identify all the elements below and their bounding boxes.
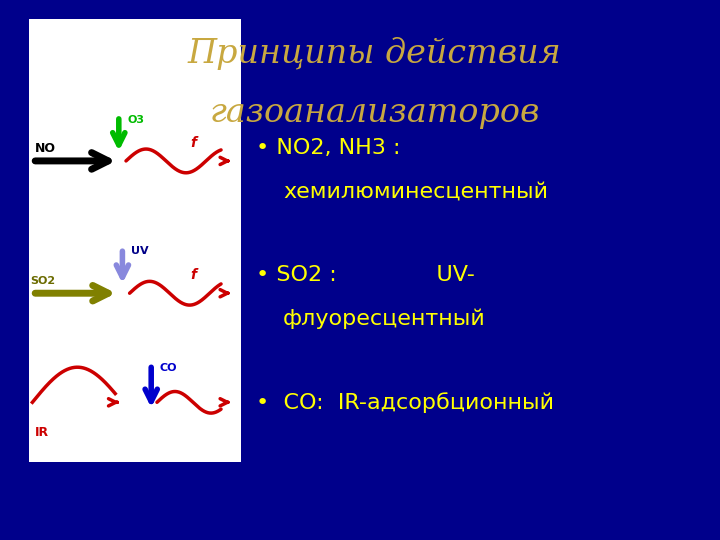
Text: CO: CO bbox=[160, 363, 177, 373]
Text: f: f bbox=[191, 136, 197, 150]
Text: Принципы действия: Принципы действия bbox=[187, 37, 562, 71]
Text: NO: NO bbox=[35, 142, 55, 155]
Text: SO2: SO2 bbox=[30, 276, 55, 286]
Text: флуоресцентный: флуоресцентный bbox=[283, 308, 486, 329]
FancyBboxPatch shape bbox=[29, 19, 241, 462]
Text: хемилюминесцентный: хемилюминесцентный bbox=[283, 181, 548, 202]
Text: •  CO:  IR-адсорбционный: • CO: IR-адсорбционный bbox=[256, 392, 554, 413]
Text: O3: O3 bbox=[127, 115, 145, 125]
Text: UV: UV bbox=[131, 246, 148, 256]
Text: • SO2 :              UV-: • SO2 : UV- bbox=[256, 265, 474, 286]
Text: IR: IR bbox=[35, 426, 49, 438]
Text: f: f bbox=[191, 268, 197, 282]
Text: газоанализаторов: газоанализаторов bbox=[210, 97, 539, 130]
Text: • NO2, NH3 :: • NO2, NH3 : bbox=[256, 138, 400, 159]
